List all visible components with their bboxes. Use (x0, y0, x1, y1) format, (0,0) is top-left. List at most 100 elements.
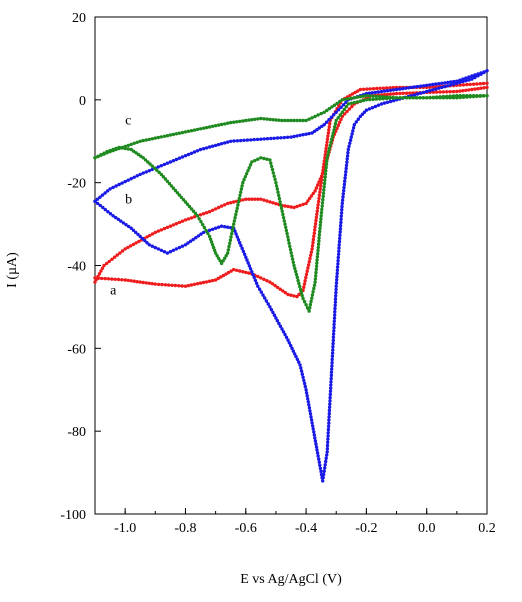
series-b-point (449, 83, 453, 87)
series-c-point (230, 232, 234, 236)
series-b-point (335, 278, 339, 282)
series-b-point (120, 181, 124, 185)
series-b-point (219, 224, 224, 228)
series-c-line (94, 94, 488, 312)
series-b-point (328, 392, 332, 397)
series-a-point (298, 203, 302, 208)
series-a-point (107, 259, 112, 264)
series-b-point (473, 73, 477, 77)
series-c-point (435, 96, 439, 100)
series-c-point (336, 116, 340, 120)
series-c-point (286, 238, 291, 242)
series-c-point (212, 248, 217, 252)
series-c-point (332, 128, 336, 132)
series-b-point (131, 228, 136, 232)
series-c-point (183, 200, 188, 204)
series-b-point (324, 120, 329, 124)
series-b-point (452, 79, 456, 84)
series-a-point (304, 275, 308, 280)
series-c-point (265, 117, 269, 121)
series-a-point (232, 267, 236, 272)
series-c-point (485, 94, 489, 98)
series-a-point (313, 189, 317, 193)
series-b-point (299, 369, 304, 373)
series-a-point (153, 282, 157, 286)
series-c-point (233, 216, 237, 220)
series-b-point (223, 141, 227, 145)
series-a-point (365, 87, 369, 91)
series-c-point (138, 139, 142, 143)
series-b-point (114, 215, 118, 220)
series-b-point (147, 243, 151, 247)
series-b-point (241, 249, 246, 254)
series-a-point (464, 88, 468, 93)
series-b-point (277, 321, 281, 326)
series-c-point (213, 124, 218, 128)
series-b-point (124, 223, 128, 227)
series-b-point (256, 284, 260, 288)
series-b-point (93, 199, 97, 203)
series-a-point (347, 107, 352, 111)
series-b-point (134, 230, 138, 235)
series-b-point (192, 150, 197, 154)
series-c-point (235, 120, 239, 124)
series-a-point (381, 86, 386, 90)
series-a-point (309, 253, 313, 257)
series-c-point (262, 117, 266, 121)
series-a-point (325, 137, 330, 141)
series-a-point (307, 260, 311, 264)
series-b-point (331, 345, 335, 349)
series-a-point (311, 237, 316, 242)
series-b-point (307, 131, 311, 136)
series-a-point (435, 90, 439, 94)
series-c-point (284, 228, 289, 233)
series-a-point (268, 280, 272, 284)
series-b-point (327, 415, 331, 419)
series-a-point (120, 249, 125, 253)
series-b-point (326, 440, 330, 444)
series-b-point (425, 89, 429, 94)
series-c-point (150, 164, 154, 168)
series-c-point (216, 256, 221, 260)
series-a-point (268, 200, 272, 204)
series-a-point (189, 283, 194, 287)
series-b-point (165, 161, 170, 165)
series-b-point (213, 143, 218, 148)
series-a-point (315, 212, 319, 216)
series-c-point (221, 259, 225, 263)
series-b-point (336, 259, 340, 263)
series-c-point (226, 251, 230, 255)
series-b-point (159, 164, 163, 168)
series-c-point (343, 97, 347, 102)
series-c-point (320, 201, 325, 205)
series-b-point (280, 327, 284, 331)
series-c-point (256, 157, 260, 161)
series-b-point (153, 245, 157, 250)
series-b-point (406, 86, 411, 90)
series-a-point (306, 263, 311, 267)
series-c-point (316, 252, 320, 256)
series-b-point (348, 138, 353, 142)
series-c-point (171, 186, 176, 190)
series-b-point (345, 154, 350, 158)
series-b-point (189, 151, 194, 155)
series-b-point (440, 81, 444, 86)
series-b-point (382, 89, 387, 93)
series-c-point (318, 229, 322, 234)
series-b-point (347, 144, 351, 149)
series-a-point (265, 279, 269, 283)
series-b-point (289, 135, 293, 139)
series-a-point (312, 234, 316, 238)
series-b-point (334, 294, 338, 298)
series-b-point (343, 173, 348, 177)
series-c-point (169, 184, 174, 188)
series-c-point (177, 193, 182, 197)
series-b-point (302, 378, 306, 383)
series-b-point (326, 424, 331, 429)
series-b-point (286, 338, 290, 342)
series-b-point (325, 453, 329, 457)
series-b-point (391, 99, 396, 103)
series-c-point (321, 194, 325, 199)
series-a-point (485, 81, 489, 86)
series-b-point (307, 406, 312, 410)
